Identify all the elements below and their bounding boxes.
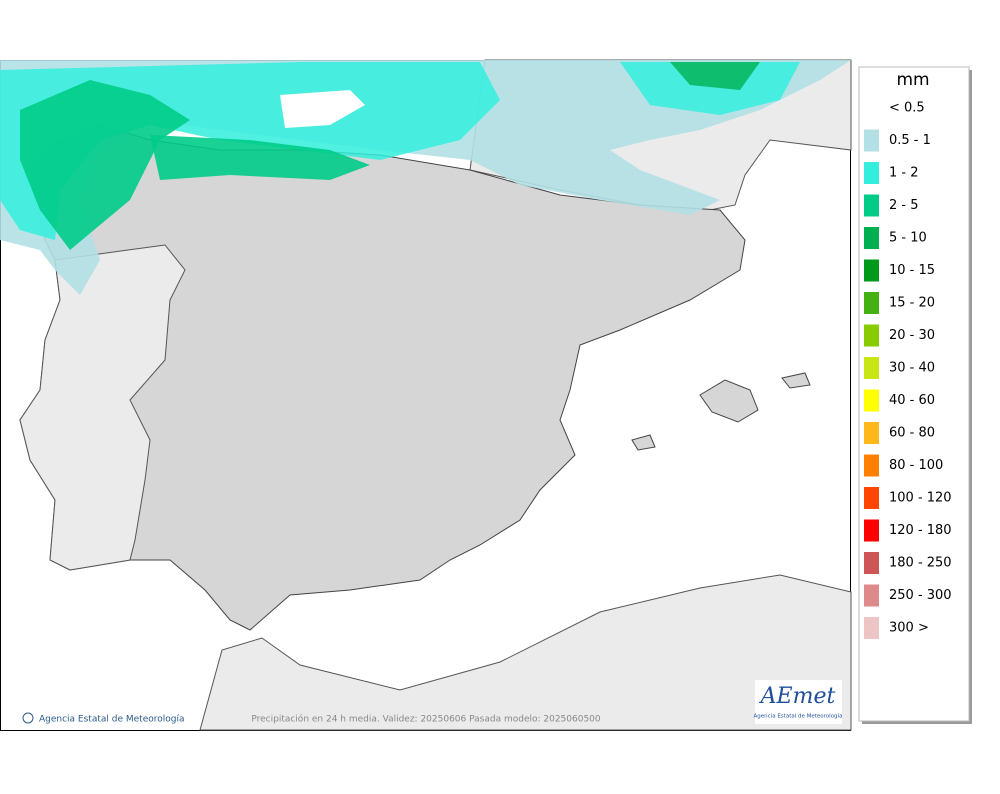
legend-swatch xyxy=(864,292,879,314)
caption: Precipitación en 24 h media. Validez: 20… xyxy=(251,714,601,725)
legend-swatch xyxy=(864,552,879,574)
legend-label: 120 - 180 xyxy=(889,523,952,538)
legend-swatch xyxy=(864,422,879,444)
legend-swatch xyxy=(864,194,879,217)
legend-swatch xyxy=(864,357,879,379)
precip-1-2-east xyxy=(620,62,800,115)
africa xyxy=(199,574,852,731)
legend-label: 300 > xyxy=(889,621,929,636)
legend-label: 15 - 20 xyxy=(889,296,935,311)
credit: Agencia Estatal de Meteorología xyxy=(39,715,185,725)
legend-swatch xyxy=(864,454,879,477)
logo-subtitle: Agencia Estatal de Meteorología xyxy=(754,713,843,720)
legend-label: 100 - 120 xyxy=(889,491,952,506)
copyright-icon xyxy=(22,712,34,724)
legend-label: 2 - 5 xyxy=(889,198,919,213)
map xyxy=(0,59,852,731)
legend-label: 5 - 10 xyxy=(889,231,927,246)
legend-swatch xyxy=(864,162,879,184)
legend-label: 20 - 30 xyxy=(889,328,935,343)
legend-label: 0.5 - 1 xyxy=(889,133,931,148)
precip-2-5-coast xyxy=(150,135,370,180)
menorca xyxy=(781,372,811,389)
portugal xyxy=(19,244,186,571)
precip-5-10 xyxy=(670,62,760,90)
legend-swatch xyxy=(864,584,879,607)
legend-unit: mm xyxy=(896,70,929,90)
legend-label: 1 - 2 xyxy=(889,166,919,181)
legend-swatch xyxy=(864,617,879,639)
legend-label: 180 - 250 xyxy=(889,556,952,571)
precip-2-5 xyxy=(20,80,190,250)
legend-swatch xyxy=(864,324,879,347)
dry-gap xyxy=(280,90,365,128)
legend-swatch xyxy=(864,227,879,249)
legend-swatch xyxy=(864,519,879,542)
legend-swatch xyxy=(864,389,879,412)
legend-label: < 0.5 xyxy=(889,101,925,116)
legend-label: 250 - 300 xyxy=(889,588,952,603)
legend-label: 10 - 15 xyxy=(889,263,935,278)
legend-label: 60 - 80 xyxy=(889,426,935,441)
legend-swatch xyxy=(864,129,879,152)
ibiza xyxy=(631,434,656,451)
logo-name: AEmet xyxy=(759,684,836,709)
logo-box xyxy=(755,680,842,724)
legend-swatch xyxy=(864,487,879,509)
mallorca xyxy=(699,379,759,423)
legend-items: < 0.5 0.5 - 1 1 - 2 2 - 5 5 - 10 10 - 15 15 - … xyxy=(864,101,952,639)
legend-swatch xyxy=(864,259,879,282)
legend-label: 80 - 100 xyxy=(889,458,943,473)
legend-label: 30 - 40 xyxy=(889,361,935,376)
legend-label: 40 - 60 xyxy=(889,393,935,408)
